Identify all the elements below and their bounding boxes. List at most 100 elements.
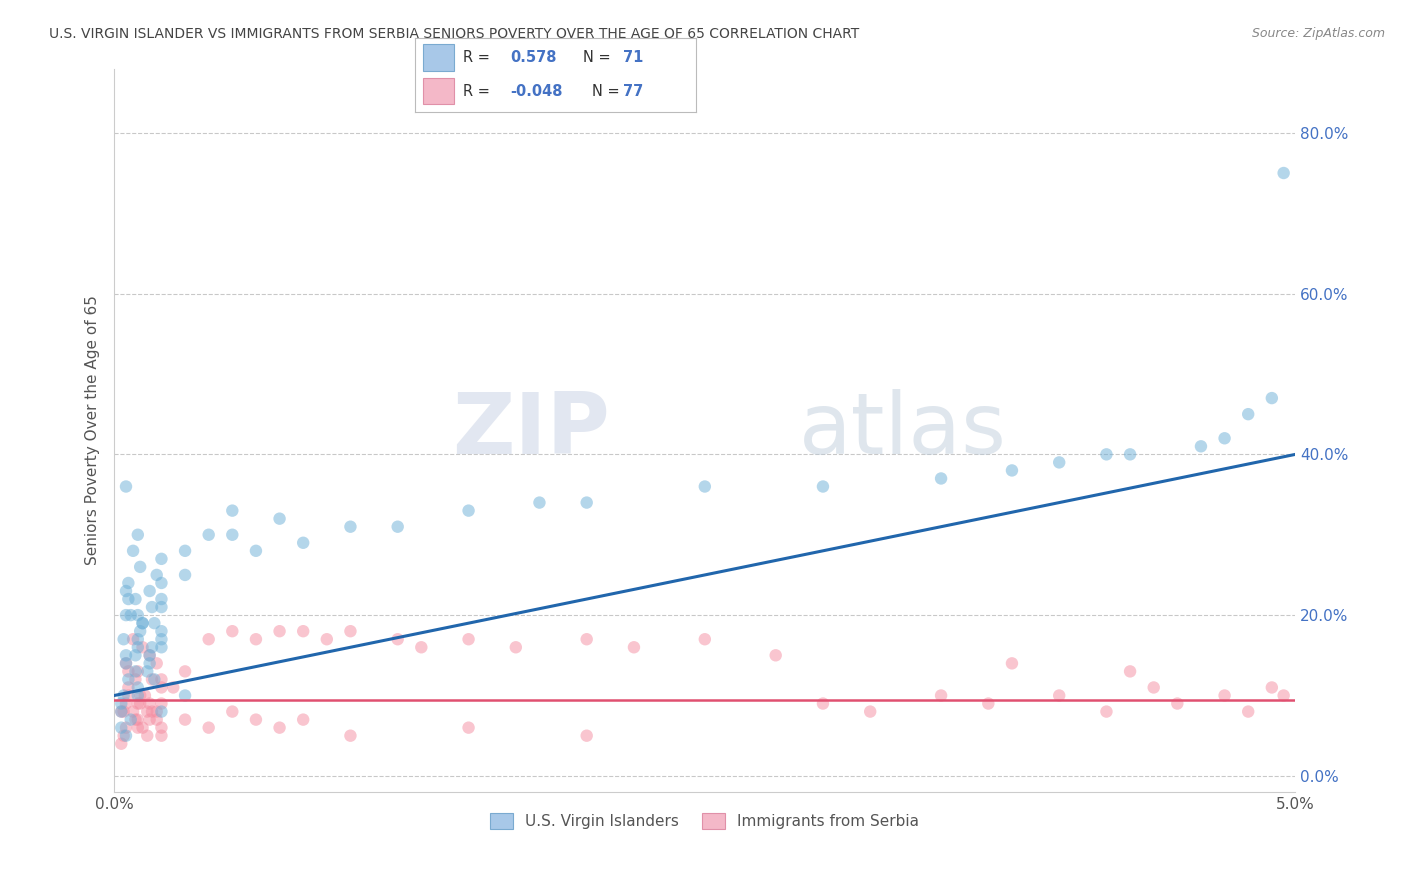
Point xyxy=(245,713,267,727)
Point xyxy=(1213,431,1236,445)
Point xyxy=(174,568,197,582)
Point xyxy=(110,705,132,719)
Point xyxy=(529,495,551,509)
Point xyxy=(117,689,139,703)
Point xyxy=(174,665,197,679)
Point xyxy=(110,697,132,711)
Point xyxy=(1119,665,1142,679)
Point xyxy=(411,640,433,655)
Point xyxy=(129,624,152,639)
Point xyxy=(115,657,138,671)
Point xyxy=(150,705,173,719)
Text: ZIP: ZIP xyxy=(453,389,610,472)
Point xyxy=(929,471,952,485)
Text: Source: ZipAtlas.com: Source: ZipAtlas.com xyxy=(1251,27,1385,40)
Point xyxy=(131,616,153,631)
Point xyxy=(197,527,219,541)
Point xyxy=(174,689,197,703)
Point xyxy=(245,544,267,558)
Point xyxy=(292,713,315,727)
Point xyxy=(127,640,149,655)
Point xyxy=(457,632,479,647)
Point xyxy=(269,721,291,735)
Text: -0.048: -0.048 xyxy=(510,84,562,98)
Point xyxy=(112,729,135,743)
Point xyxy=(138,648,160,663)
Point xyxy=(859,705,882,719)
Point xyxy=(575,632,598,647)
Point xyxy=(221,503,243,517)
Point xyxy=(115,608,138,623)
Point xyxy=(129,560,152,574)
Point xyxy=(292,535,315,549)
Point xyxy=(1272,689,1295,703)
Point xyxy=(197,721,219,735)
Point xyxy=(221,624,243,639)
Point xyxy=(811,479,834,493)
Point xyxy=(150,592,173,607)
Point xyxy=(174,544,197,558)
Point xyxy=(1237,407,1260,421)
Point xyxy=(457,503,479,517)
Point xyxy=(115,721,138,735)
Point xyxy=(110,721,132,735)
Point xyxy=(115,729,138,743)
Point xyxy=(138,713,160,727)
Point xyxy=(977,697,1000,711)
Point xyxy=(138,657,160,671)
Point xyxy=(115,657,138,671)
Point xyxy=(145,705,167,719)
Point xyxy=(110,705,132,719)
Point xyxy=(1272,166,1295,180)
Point xyxy=(150,729,173,743)
Point xyxy=(269,624,291,639)
Point xyxy=(1237,705,1260,719)
FancyBboxPatch shape xyxy=(423,45,454,70)
Point xyxy=(129,697,152,711)
Text: U.S. VIRGIN ISLANDER VS IMMIGRANTS FROM SERBIA SENIORS POVERTY OVER THE AGE OF 6: U.S. VIRGIN ISLANDER VS IMMIGRANTS FROM … xyxy=(49,27,859,41)
Point xyxy=(127,632,149,647)
Point xyxy=(765,648,787,663)
Point xyxy=(575,495,598,509)
Point xyxy=(150,721,173,735)
Point xyxy=(150,697,173,711)
Point xyxy=(1189,439,1212,453)
Point xyxy=(131,721,153,735)
Point xyxy=(339,519,361,533)
Point xyxy=(115,479,138,493)
Point xyxy=(112,689,135,703)
Point xyxy=(292,624,315,639)
Point xyxy=(457,721,479,735)
Point xyxy=(150,673,173,687)
Point xyxy=(141,640,163,655)
Point xyxy=(122,544,145,558)
FancyBboxPatch shape xyxy=(423,78,454,104)
Point xyxy=(1095,447,1118,461)
Point xyxy=(115,697,138,711)
Point xyxy=(127,689,149,703)
Point xyxy=(575,729,598,743)
Point xyxy=(1047,689,1070,703)
Point xyxy=(145,568,167,582)
Point xyxy=(221,705,243,719)
Point xyxy=(117,592,139,607)
Point xyxy=(1001,463,1024,477)
Text: atlas: atlas xyxy=(800,389,1007,472)
Point xyxy=(124,592,146,607)
Point xyxy=(120,608,142,623)
Point xyxy=(131,616,153,631)
Point xyxy=(245,632,267,647)
Point xyxy=(141,705,163,719)
Point xyxy=(1119,447,1142,461)
Point xyxy=(136,665,159,679)
Text: N =: N = xyxy=(592,84,620,98)
Point xyxy=(127,681,149,695)
Point xyxy=(929,689,952,703)
Point xyxy=(138,584,160,599)
Point xyxy=(339,624,361,639)
Point xyxy=(174,713,197,727)
Point xyxy=(138,697,160,711)
Point xyxy=(127,713,149,727)
Point xyxy=(141,673,163,687)
Point xyxy=(150,681,173,695)
